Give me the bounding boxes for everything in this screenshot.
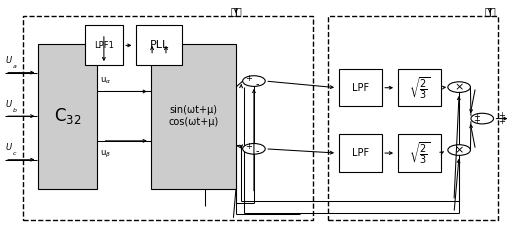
Text: C$_{32}$: C$_{32}$ [54,106,82,126]
Text: +: + [473,116,480,125]
Text: b: b [13,108,17,113]
Text: +: + [499,117,505,126]
Bar [38,44,97,189]
Text: $\sqrt{\dfrac{2}{3}}$: $\sqrt{\dfrac{2}{3}}$ [409,140,430,166]
Circle shape [448,82,470,92]
Text: a: a [13,64,17,69]
Circle shape [243,144,265,154]
Text: sin(ωt+μ)
cos(ωt+μ): sin(ωt+μ) cos(ωt+μ) [169,105,219,127]
Text: -: - [255,79,259,89]
Text: LPF: LPF [352,148,369,158]
Bar [398,134,441,172]
Bar [339,134,382,172]
Text: -: - [255,146,259,157]
Text: LPF1: LPF1 [94,41,114,50]
Text: u$_{β}$: u$_{β}$ [100,149,111,160]
Circle shape [243,76,265,86]
Text: $\sqrt{\dfrac{2}{3}}$: $\sqrt{\dfrac{2}{3}}$ [409,75,430,101]
Bar [398,69,441,106]
Text: c: c [13,151,16,156]
Bar [339,69,382,106]
Circle shape [471,113,494,124]
Text: u$_{α}$: u$_{α}$ [100,75,111,86]
Text: 锁频: 锁频 [230,6,242,16]
Text: +: + [473,112,480,121]
Text: +: + [245,142,252,151]
Text: 锁相: 锁相 [484,6,496,16]
Text: ×: × [455,145,464,155]
Bar [328,16,498,220]
Text: U: U [5,143,11,152]
Bar [136,25,182,65]
Circle shape [448,145,470,155]
Text: PLL: PLL [149,40,169,50]
Bar [151,44,236,189]
Text: U: U [5,56,11,65]
Text: ×: × [455,82,464,92]
Text: LPF: LPF [352,83,369,93]
Text: +: + [499,111,505,121]
Bar [23,16,313,220]
Text: +: + [245,74,252,83]
Text: U: U [5,99,11,109]
Bar [85,25,123,65]
